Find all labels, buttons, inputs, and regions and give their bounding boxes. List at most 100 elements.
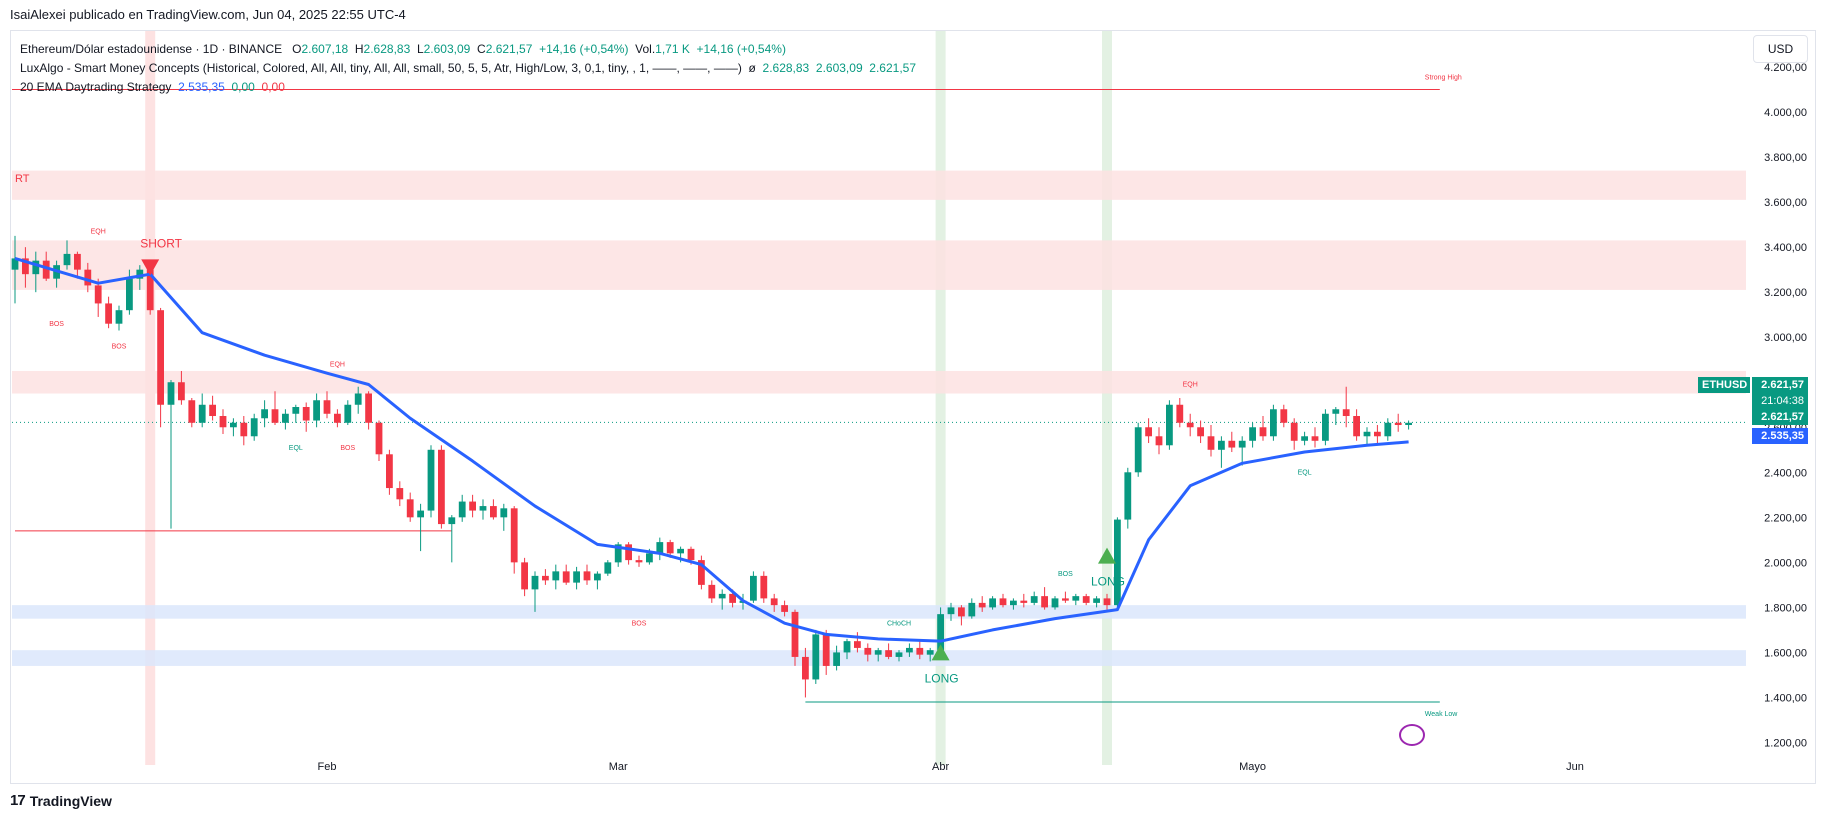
luxalgo-value-3: 2.621,57 [869, 61, 917, 75]
candle-body [1020, 600, 1028, 603]
candle-body [687, 548, 695, 561]
candle-body [562, 571, 570, 583]
candle-body [1207, 436, 1215, 450]
signal-band [145, 31, 156, 765]
candle-body [469, 501, 476, 511]
candle-body [614, 544, 622, 563]
ema-label: 20 EMA Daytrading Strategy [20, 80, 172, 94]
candle-body [1030, 596, 1038, 603]
candle-body [115, 310, 123, 324]
footer-brand: 17 TradingView [10, 792, 112, 809]
candle-body [1166, 404, 1173, 446]
candle-body [729, 593, 736, 603]
demand-zone [12, 605, 1746, 619]
candle-body [968, 602, 976, 617]
candle-body [1218, 440, 1225, 450]
us-flag-icon[interactable] [1399, 724, 1425, 746]
candle-body [1374, 431, 1381, 437]
last-price-tag-2: 2.621,57 [1752, 409, 1808, 425]
x-axis-label: Jun [1566, 761, 1584, 773]
candle-body [42, 260, 50, 279]
candle-body [157, 310, 164, 405]
candle-body [698, 560, 705, 585]
candle-body [323, 400, 331, 414]
candle-body [1093, 598, 1100, 603]
y-axis-tick: 1.600,00 [1764, 647, 1807, 659]
candle-body [1363, 431, 1371, 437]
candle-body [292, 407, 300, 414]
ohlc-high-label: H [354, 42, 364, 56]
luxalgo-value-1: 2.628,83 [762, 61, 810, 75]
luxalgo-symbol: ø [748, 61, 756, 75]
candle-body [843, 641, 851, 653]
chart-legend: Ethereum/Dólar estadounidense · 1D · BIN… [20, 40, 916, 97]
ohlc-close: 2.621,57 [485, 42, 533, 56]
y-axis-tick: 1.400,00 [1764, 692, 1807, 704]
symbol-tag: ETHUSD [1698, 377, 1750, 393]
long-signal-icon [931, 644, 950, 661]
candle-body [1249, 427, 1256, 441]
ohlc-high: 2.628,83 [363, 42, 411, 56]
candle-body [937, 614, 944, 651]
structure-label: EQL [289, 445, 303, 452]
volume-label: Vol. [635, 42, 656, 56]
candle-body [74, 253, 81, 270]
short-signal-icon [141, 259, 160, 276]
candle-body [646, 553, 653, 563]
candle-body [1301, 436, 1308, 441]
candle-body [791, 611, 799, 657]
candle-body [354, 393, 362, 405]
y-axis-tick: 2.200,00 [1764, 512, 1807, 524]
candle-body [448, 517, 456, 525]
candle-body [250, 418, 258, 437]
candle-body [770, 598, 778, 606]
x-axis-label: Feb [318, 761, 337, 773]
legend-ema-row[interactable]: 20 EMA Daytrading Strategy 2.535,35 0,00… [20, 78, 916, 97]
volume-change: +14,16 (+0,54%) [696, 42, 786, 56]
candle-body [677, 548, 684, 554]
candle-body [11, 258, 19, 270]
candle-body [1041, 596, 1048, 608]
candle-body [84, 269, 92, 286]
candle-body [594, 573, 601, 581]
candle-body [1155, 436, 1163, 446]
structure-label: EQL [1298, 470, 1312, 477]
candle-body [365, 393, 372, 423]
legend-symbol-row[interactable]: Ethereum/Dólar estadounidense · 1D · BIN… [20, 40, 916, 59]
structure-label: BOS [1058, 571, 1073, 578]
candle-body [1259, 427, 1267, 437]
candle-body [1197, 427, 1204, 437]
candle-body [219, 416, 227, 428]
candle-body [1134, 427, 1142, 473]
candle-body [240, 422, 248, 437]
candle-body [978, 602, 986, 608]
luxalgo-value-2: 2.603,09 [815, 61, 863, 75]
candle-body [989, 598, 996, 608]
structure-label: EQH [330, 361, 345, 368]
candle-body [479, 506, 487, 511]
level-label: Weak Low [1425, 711, 1458, 718]
candle-body [209, 404, 216, 417]
luxalgo-label: LuxAlgo - Smart Money Concepts (Historic… [20, 61, 742, 75]
candle-body [1010, 600, 1017, 606]
candle-body [760, 575, 768, 599]
currency-button[interactable]: USD [1753, 35, 1808, 63]
candle-body [1145, 427, 1152, 437]
volume-value: 1,71 K [655, 42, 690, 56]
candle-body [1290, 422, 1298, 441]
y-axis-tick: 3.800,00 [1764, 152, 1807, 164]
candle-body [1342, 409, 1350, 417]
candle-body [552, 571, 560, 581]
candle-body [958, 607, 965, 617]
ema-value: 2.535,35 [178, 80, 225, 94]
candle-body [812, 634, 820, 680]
ohlc-change: +14,16 (+0,54%) [539, 42, 629, 56]
y-axis-tick: 1.200,00 [1764, 737, 1807, 749]
legend-luxalgo-row[interactable]: LuxAlgo - Smart Money Concepts (Historic… [20, 59, 916, 78]
candle-body [947, 607, 955, 615]
ohlc-close-label: C [477, 42, 486, 56]
structure-label: BOS [49, 321, 64, 328]
candle-body [750, 575, 757, 601]
candle-body [854, 641, 861, 648]
